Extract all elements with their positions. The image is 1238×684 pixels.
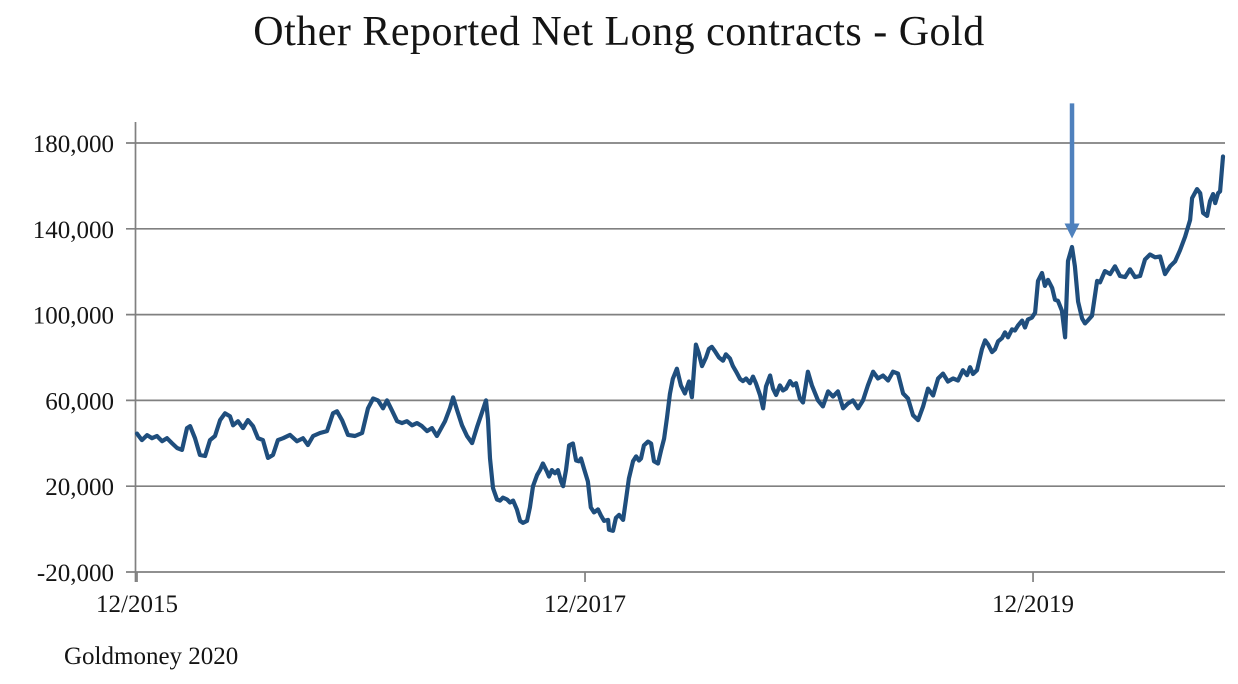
y-tick-label: 100,000 (33, 303, 114, 330)
y-tick-label: -20,000 (37, 560, 114, 587)
y-tick-label: 140,000 (33, 217, 114, 244)
y-tick-label: 60,000 (45, 388, 114, 415)
x-tick-label: 12/2019 (992, 591, 1074, 618)
net-long-series-line (134, 154, 1226, 533)
chart-title: Other Reported Net Long contracts - Gold (253, 9, 985, 55)
y-tick-label: 180,000 (33, 131, 114, 158)
x-tick-label: 12/2015 (96, 591, 178, 618)
annotation-arrow-head (1064, 223, 1080, 239)
source-attribution: Goldmoney 2020 (64, 643, 239, 670)
y-tick-label: 20,000 (45, 474, 114, 501)
x-tick-label: 12/2017 (544, 591, 626, 618)
